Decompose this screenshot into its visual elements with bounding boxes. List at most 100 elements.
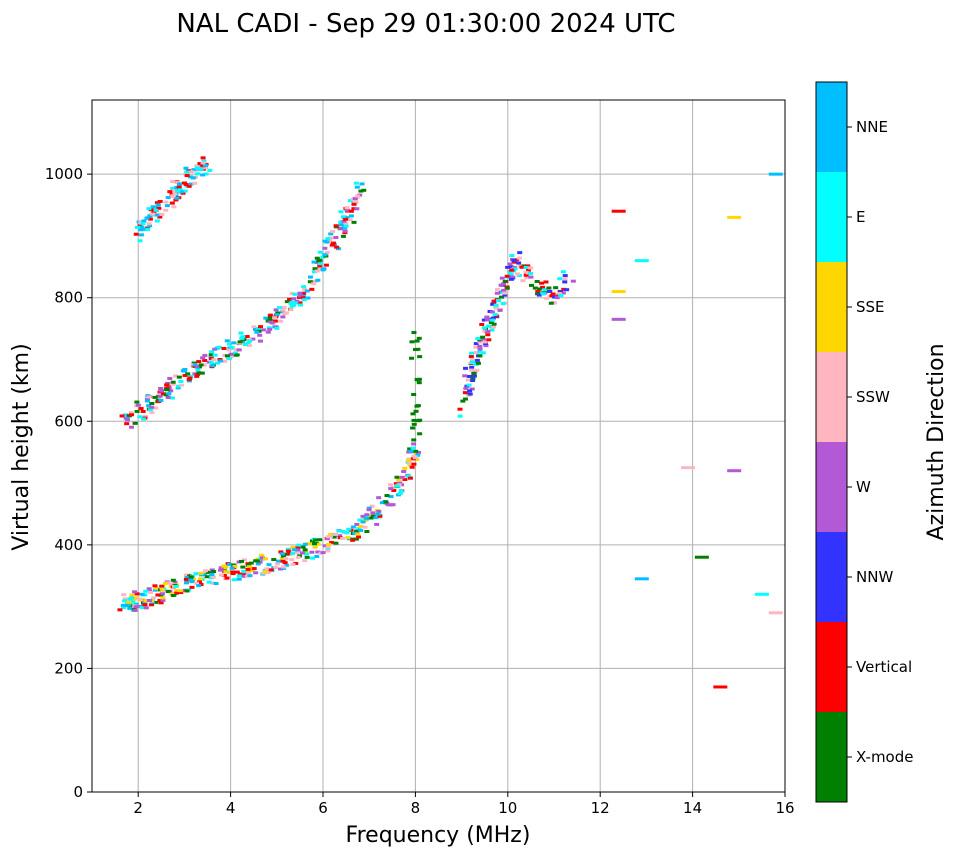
echo-mark	[173, 198, 179, 202]
echo-mark	[488, 320, 494, 324]
echo-mark	[307, 275, 313, 279]
echo-mark	[188, 575, 194, 579]
echo-mark	[300, 545, 306, 549]
echo-mark	[169, 396, 175, 400]
echo-mark	[160, 596, 166, 600]
echo-mark	[416, 419, 422, 423]
echo-mark	[162, 589, 168, 593]
echo-mark	[727, 469, 742, 473]
echo-mark	[137, 239, 143, 243]
echo-mark	[477, 350, 483, 354]
echo-mark	[473, 350, 479, 354]
echo-mark	[301, 291, 307, 295]
echo-mark	[504, 286, 510, 290]
echo-mark	[254, 330, 260, 334]
echo-mark	[527, 271, 533, 275]
echo-mark	[292, 301, 298, 305]
echo-mark	[207, 168, 213, 172]
echo-mark	[516, 273, 522, 277]
echo-mark	[285, 549, 291, 553]
echo-mark	[170, 380, 176, 384]
colorbar-segment	[816, 172, 847, 262]
echo-mark	[181, 369, 187, 373]
echo-mark	[536, 293, 542, 297]
echo-mark	[401, 470, 407, 474]
echo-mark	[469, 387, 475, 391]
echo-mark	[247, 339, 253, 343]
echo-mark	[274, 562, 280, 566]
echo-mark	[508, 265, 514, 269]
colorbar-segment	[816, 622, 847, 712]
x-axis-label: Frequency (MHz)	[346, 823, 531, 848]
echo-mark	[267, 315, 273, 319]
echo-mark	[345, 536, 351, 540]
echo-mark	[173, 591, 179, 595]
echo-mark	[322, 239, 328, 243]
echo-mark	[417, 355, 423, 359]
echo-mark	[146, 222, 152, 226]
echo-mark	[560, 291, 566, 295]
echo-mark	[492, 312, 498, 316]
echo-mark	[130, 600, 136, 604]
echo-mark	[197, 167, 203, 171]
echo-mark	[543, 280, 549, 284]
echo-mark	[328, 232, 334, 236]
echo-mark	[210, 581, 216, 585]
echo-mark	[163, 208, 169, 212]
echo-mark	[178, 590, 184, 594]
echo-mark	[307, 280, 313, 284]
echo-mark	[466, 374, 472, 378]
echo-mark	[491, 299, 497, 303]
echo-mark	[338, 223, 344, 227]
echo-mark	[223, 570, 229, 574]
echo-mark	[186, 377, 192, 381]
echo-mark	[499, 276, 505, 280]
echo-mark	[413, 449, 419, 453]
echo-mark	[238, 331, 244, 335]
echo-mark	[247, 565, 253, 569]
echo-mark	[290, 545, 296, 549]
echo-mark	[183, 182, 189, 186]
echo-mark	[279, 552, 285, 556]
echo-mark	[216, 345, 222, 349]
echo-mark	[236, 574, 242, 578]
echo-mark	[325, 549, 331, 553]
echo-mark	[509, 254, 515, 258]
echo-mark	[335, 247, 341, 251]
echo-mark	[358, 189, 364, 193]
colorbar-tick-label: SSE	[856, 298, 885, 316]
colorbar-tick-label: E	[856, 208, 865, 226]
echo-mark	[416, 381, 422, 385]
echo-mark	[394, 484, 400, 488]
echo-mark	[304, 555, 310, 559]
echo-mark	[236, 577, 242, 581]
echo-mark	[517, 251, 523, 255]
echo-mark	[170, 382, 176, 386]
echo-mark	[411, 422, 417, 426]
echo-mark	[228, 352, 234, 356]
echo-mark	[323, 263, 329, 267]
y-axis-label: Virtual height (km)	[9, 343, 34, 550]
y-tick-label: 800	[54, 289, 83, 307]
echo-mark	[768, 611, 783, 615]
echo-mark	[211, 570, 217, 574]
echo-mark	[397, 481, 403, 485]
echo-mark	[317, 262, 323, 266]
echo-mark	[547, 289, 553, 293]
echo-mark	[333, 236, 339, 240]
echo-mark	[333, 224, 339, 228]
echo-mark	[317, 538, 323, 542]
echo-mark	[202, 353, 208, 357]
echo-mark	[508, 277, 514, 281]
echo-mark	[343, 217, 349, 221]
echo-mark	[194, 166, 200, 170]
echo-mark	[153, 406, 159, 410]
echo-mark	[191, 361, 197, 365]
echo-mark	[351, 207, 357, 211]
echo-mark	[202, 164, 208, 168]
echo-mark	[411, 392, 417, 396]
echo-mark	[486, 338, 492, 342]
echo-mark	[314, 554, 320, 558]
echo-mark	[540, 292, 546, 296]
